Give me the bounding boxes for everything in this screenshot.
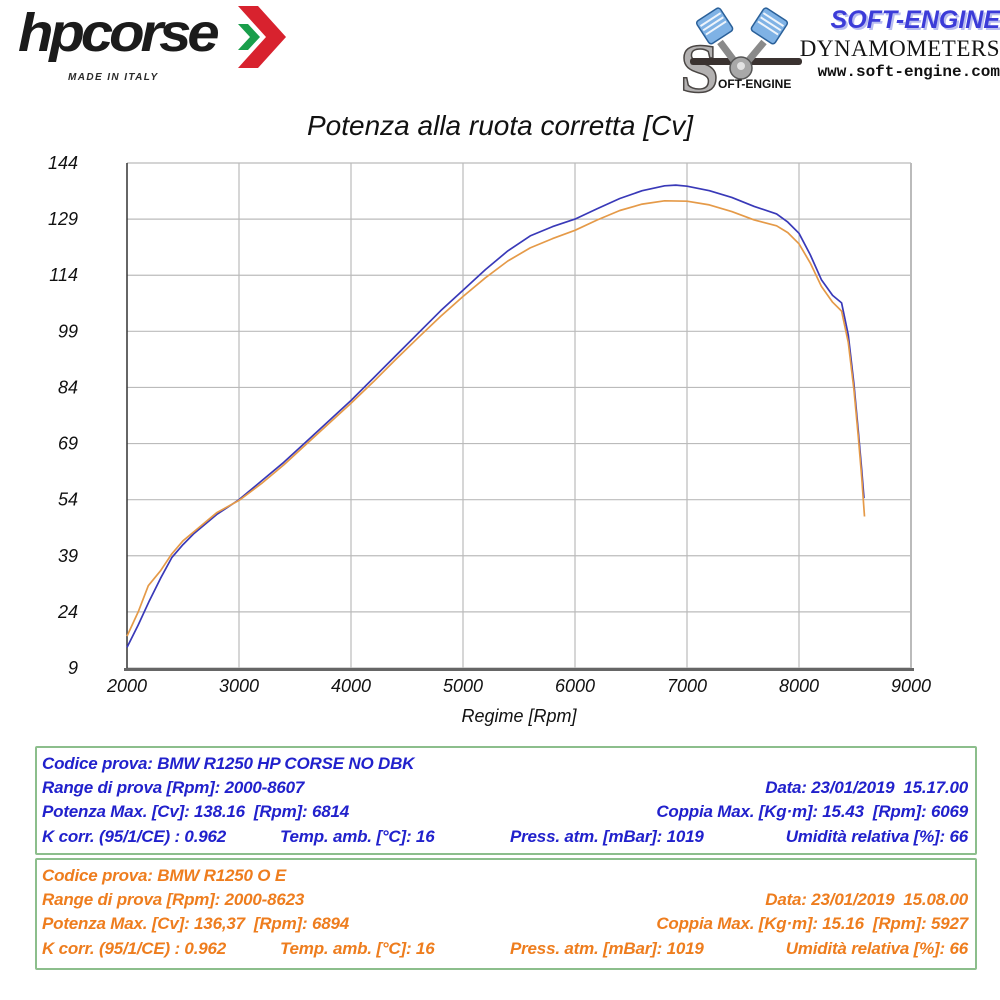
- website-url: www.soft-engine.com: [817, 63, 1000, 81]
- hpcorse-brand-text: hpcorse: [18, 2, 220, 63]
- softengine-logo: S OFT-ENGINE SO: [640, 0, 1000, 102]
- umidita-relativa: Umidità relativa [%]: 66: [785, 939, 968, 958]
- umidita-relativa: Umidità relativa [%]: 66: [785, 827, 968, 846]
- y-tick-label: 24: [57, 602, 78, 622]
- y-tick-label: 84: [58, 377, 78, 397]
- data-ora: Data: 23/01/2019 15.08.00: [765, 890, 968, 909]
- hpcorse-arrow-icon: [238, 6, 286, 68]
- coppia-max: Coppia Max. [Kg·m]: 15.43 [Rpm]: 6069: [656, 802, 968, 821]
- codice-prova: Codice prova: BMW R1250 O E: [42, 866, 286, 885]
- x-axis-label: Regime [Rpm]: [461, 706, 577, 726]
- range-di-prova: Range di prova [Rpm]: 2000-8607: [42, 778, 305, 797]
- power-curve-chart: Regime [Rpm] 9 24 39 54 69 84 99 114 129 144 2000 3…: [48, 153, 931, 726]
- k-corr: K corr. (95/1/CE) : 0.962: [42, 939, 226, 958]
- test-info-box-hpcorse: Codice prova: BMW R1250 HP CORSE NO DBK …: [35, 746, 977, 855]
- potenza-max: Potenza Max. [Cv]: 138.16 [Rpm]: 6814: [42, 802, 349, 821]
- data-ora: Data: 23/01/2019 15.17.00: [765, 778, 968, 797]
- y-tick-label: 99: [58, 321, 78, 341]
- x-tick-label: 6000: [555, 676, 595, 696]
- y-tick-label: 39: [58, 546, 78, 566]
- made-in-italy-label: MADE IN ITALY: [68, 72, 159, 83]
- x-tick-label: 2000: [106, 676, 147, 696]
- x-tick-label: 5000: [443, 676, 483, 696]
- test-info-box-oe: Codice prova: BMW R1250 O E Range di pro…: [35, 858, 977, 970]
- x-tick-label: 8000: [779, 676, 819, 696]
- y-tick-label: 69: [58, 434, 78, 454]
- y-tick-label: 129: [48, 209, 78, 229]
- press-atm: Press. atm. [mBar]: 1019: [510, 939, 704, 958]
- codice-prova: Codice prova: BMW R1250 HP CORSE NO DBK: [42, 754, 415, 773]
- y-tick-label: 114: [49, 265, 78, 285]
- chart-title: Potenza alla ruota corretta [Cv]: [307, 110, 693, 141]
- hpcorse-logo: hpcorse MADE IN ITALY: [18, 3, 298, 102]
- x-tick-label: 9000: [891, 676, 931, 696]
- x-tick-label: 4000: [331, 676, 371, 696]
- potenza-max: Potenza Max. [Cv]: 136,37 [Rpm]: 6894: [42, 914, 349, 933]
- temp-amb: Temp. amb. [°C]: 16: [280, 827, 435, 846]
- y-tick-label: 9: [68, 658, 78, 678]
- coppia-max: Coppia Max. [Kg·m]: 15.16 [Rpm]: 5927: [656, 914, 968, 933]
- dynamometers-label: DYNAMOMETERS: [799, 36, 1000, 61]
- k-corr: K corr. (95/1/CE) : 0.962: [42, 827, 226, 846]
- s-logo-text: OFT-ENGINE: [718, 77, 791, 91]
- press-atm: Press. atm. [mBar]: 1019: [510, 827, 704, 846]
- range-di-prova: Range di prova [Rpm]: 2000-8623: [42, 890, 305, 909]
- curve-oe: [126, 199, 866, 637]
- x-tick-label: 7000: [667, 676, 707, 696]
- y-tick-label: 144: [48, 153, 78, 173]
- softengine-wordmark: SOFT-ENGINE: [830, 6, 1000, 34]
- curve-hpcorse: [126, 184, 865, 648]
- svg-text:S: S: [680, 31, 719, 102]
- pistons-crank-icon: S OFT-ENGINE: [680, 7, 802, 102]
- temp-amb: Temp. amb. [°C]: 16: [280, 939, 435, 958]
- x-tick-label: 3000: [219, 676, 259, 696]
- y-tick-label: 54: [58, 490, 78, 510]
